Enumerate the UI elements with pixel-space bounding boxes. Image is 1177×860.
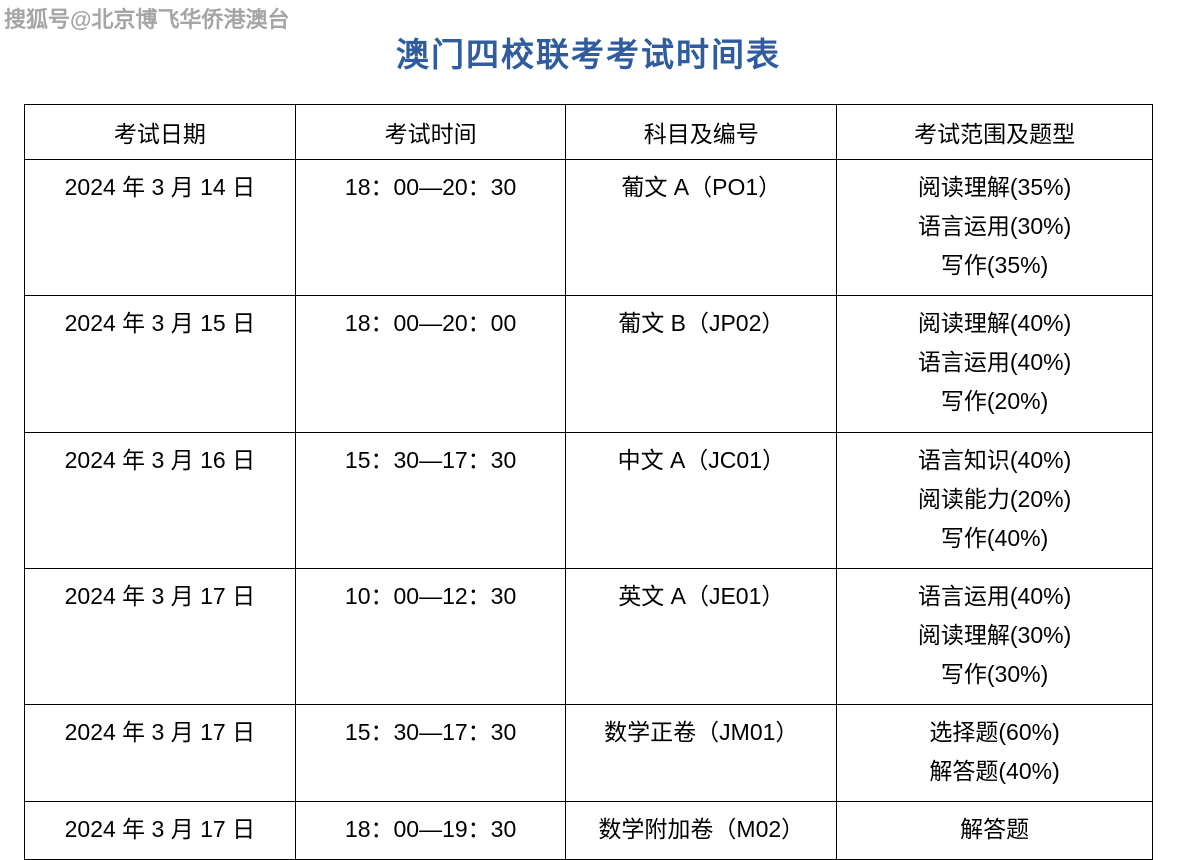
table-row: 2024 年 3 月 15 日 18：00—20：00 葡文 B（JP02） 阅… xyxy=(25,296,1153,432)
header-time: 考试时间 xyxy=(295,105,566,160)
table-row: 2024 年 3 月 17 日 18：00—19：30 数学附加卷（M02） 解… xyxy=(25,802,1153,860)
exam-schedule-table: 考试日期 考试时间 科目及编号 考试范围及题型 2024 年 3 月 14 日 … xyxy=(24,104,1153,860)
cell-time: 18：00—20：00 xyxy=(295,296,566,432)
header-scope: 考试范围及题型 xyxy=(837,105,1153,160)
cell-date: 2024 年 3 月 15 日 xyxy=(25,296,296,432)
table-row: 2024 年 3 月 14 日 18：00—20：30 葡文 A（PO1） 阅读… xyxy=(25,160,1153,296)
table-row: 2024 年 3 月 16 日 15：30—17：30 中文 A（JC01） 语… xyxy=(25,432,1153,568)
cell-date: 2024 年 3 月 14 日 xyxy=(25,160,296,296)
cell-scope: 选择题(60%) 解答题(40%) xyxy=(837,705,1153,802)
cell-subject: 中文 A（JC01） xyxy=(566,432,837,568)
watermark-text: 搜狐号@北京博飞华侨港澳台 xyxy=(4,2,289,34)
cell-subject: 数学正卷（JM01） xyxy=(566,705,837,802)
cell-time: 10：00—12：30 xyxy=(295,568,566,704)
cell-scope: 阅读理解(40%) 语言运用(40%) 写作(20%) xyxy=(837,296,1153,432)
cell-scope: 语言运用(40%) 阅读理解(30%) 写作(30%) xyxy=(837,568,1153,704)
cell-scope: 阅读理解(35%) 语言运用(30%) 写作(35%) xyxy=(837,160,1153,296)
cell-subject: 英文 A（JE01） xyxy=(566,568,837,704)
table-header-row: 考试日期 考试时间 科目及编号 考试范围及题型 xyxy=(25,105,1153,160)
page-title: 澳门四校联考考试时间表 xyxy=(24,28,1153,76)
cell-time: 15：30—17：30 xyxy=(295,432,566,568)
cell-time: 18：00—19：30 xyxy=(295,802,566,860)
cell-scope: 语言知识(40%) 阅读能力(20%) 写作(40%) xyxy=(837,432,1153,568)
cell-date: 2024 年 3 月 17 日 xyxy=(25,568,296,704)
document-container: 澳门四校联考考试时间表 考试日期 考试时间 科目及编号 考试范围及题型 2024… xyxy=(0,0,1177,860)
table-row: 2024 年 3 月 17 日 10：00—12：30 英文 A（JE01） 语… xyxy=(25,568,1153,704)
cell-date: 2024 年 3 月 17 日 xyxy=(25,705,296,802)
header-subject: 科目及编号 xyxy=(566,105,837,160)
cell-subject: 葡文 A（PO1） xyxy=(566,160,837,296)
cell-subject: 数学附加卷（M02） xyxy=(566,802,837,860)
cell-time: 18：00—20：30 xyxy=(295,160,566,296)
cell-scope: 解答题 xyxy=(837,802,1153,860)
header-date: 考试日期 xyxy=(25,105,296,160)
cell-time: 15：30—17：30 xyxy=(295,705,566,802)
cell-date: 2024 年 3 月 17 日 xyxy=(25,802,296,860)
table-body: 2024 年 3 月 14 日 18：00—20：30 葡文 A（PO1） 阅读… xyxy=(25,160,1153,860)
cell-date: 2024 年 3 月 16 日 xyxy=(25,432,296,568)
table-row: 2024 年 3 月 17 日 15：30—17：30 数学正卷（JM01） 选… xyxy=(25,705,1153,802)
cell-subject: 葡文 B（JP02） xyxy=(566,296,837,432)
